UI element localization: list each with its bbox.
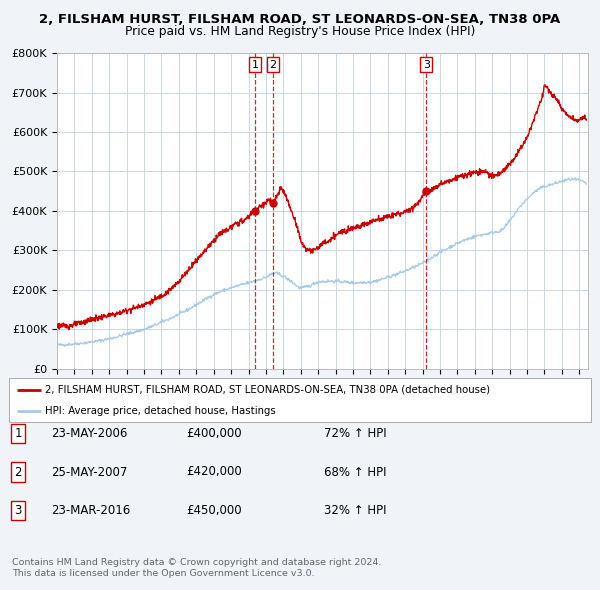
- Text: £400,000: £400,000: [186, 427, 242, 440]
- Text: HPI: Average price, detached house, Hastings: HPI: Average price, detached house, Hast…: [45, 406, 276, 416]
- Text: 1: 1: [14, 427, 22, 440]
- Text: 2: 2: [14, 466, 22, 478]
- Text: 68% ↑ HPI: 68% ↑ HPI: [324, 466, 386, 478]
- Text: 2, FILSHAM HURST, FILSHAM ROAD, ST LEONARDS-ON-SEA, TN38 0PA (detached house): 2, FILSHAM HURST, FILSHAM ROAD, ST LEONA…: [45, 385, 490, 395]
- Text: This data is licensed under the Open Government Licence v3.0.: This data is licensed under the Open Gov…: [12, 569, 314, 578]
- Text: 2, FILSHAM HURST, FILSHAM ROAD, ST LEONARDS-ON-SEA, TN38 0PA: 2, FILSHAM HURST, FILSHAM ROAD, ST LEONA…: [40, 13, 560, 26]
- Text: 3: 3: [423, 60, 430, 70]
- Text: Price paid vs. HM Land Registry's House Price Index (HPI): Price paid vs. HM Land Registry's House …: [125, 25, 475, 38]
- Text: 2: 2: [269, 60, 276, 70]
- Text: 32% ↑ HPI: 32% ↑ HPI: [324, 504, 386, 517]
- Text: 23-MAR-2016: 23-MAR-2016: [51, 504, 130, 517]
- Text: 3: 3: [14, 504, 22, 517]
- Text: £420,000: £420,000: [186, 466, 242, 478]
- Text: Contains HM Land Registry data © Crown copyright and database right 2024.: Contains HM Land Registry data © Crown c…: [12, 558, 382, 566]
- Text: 1: 1: [252, 60, 259, 70]
- Text: £450,000: £450,000: [186, 504, 242, 517]
- Text: 25-MAY-2007: 25-MAY-2007: [51, 466, 127, 478]
- Text: 23-MAY-2006: 23-MAY-2006: [51, 427, 127, 440]
- Text: 72% ↑ HPI: 72% ↑ HPI: [324, 427, 386, 440]
